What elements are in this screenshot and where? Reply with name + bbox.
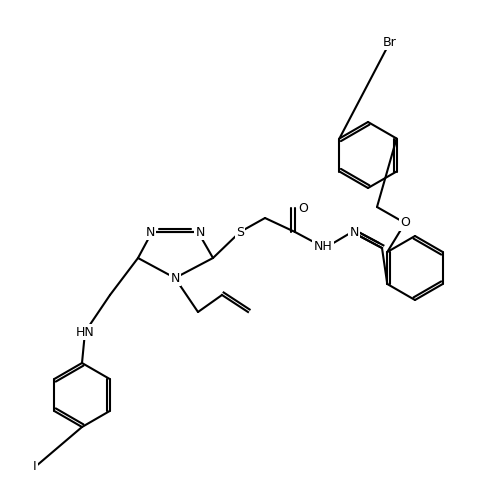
Text: N: N: [349, 225, 359, 239]
Text: O: O: [400, 216, 410, 229]
Text: O: O: [298, 202, 308, 215]
Text: S: S: [236, 225, 244, 239]
Text: N: N: [170, 272, 180, 284]
Text: Br: Br: [383, 35, 397, 49]
Text: HN: HN: [76, 326, 94, 338]
Text: N: N: [195, 225, 205, 239]
Text: I: I: [33, 461, 37, 473]
Text: NH: NH: [313, 240, 333, 252]
Text: N: N: [145, 225, 154, 239]
